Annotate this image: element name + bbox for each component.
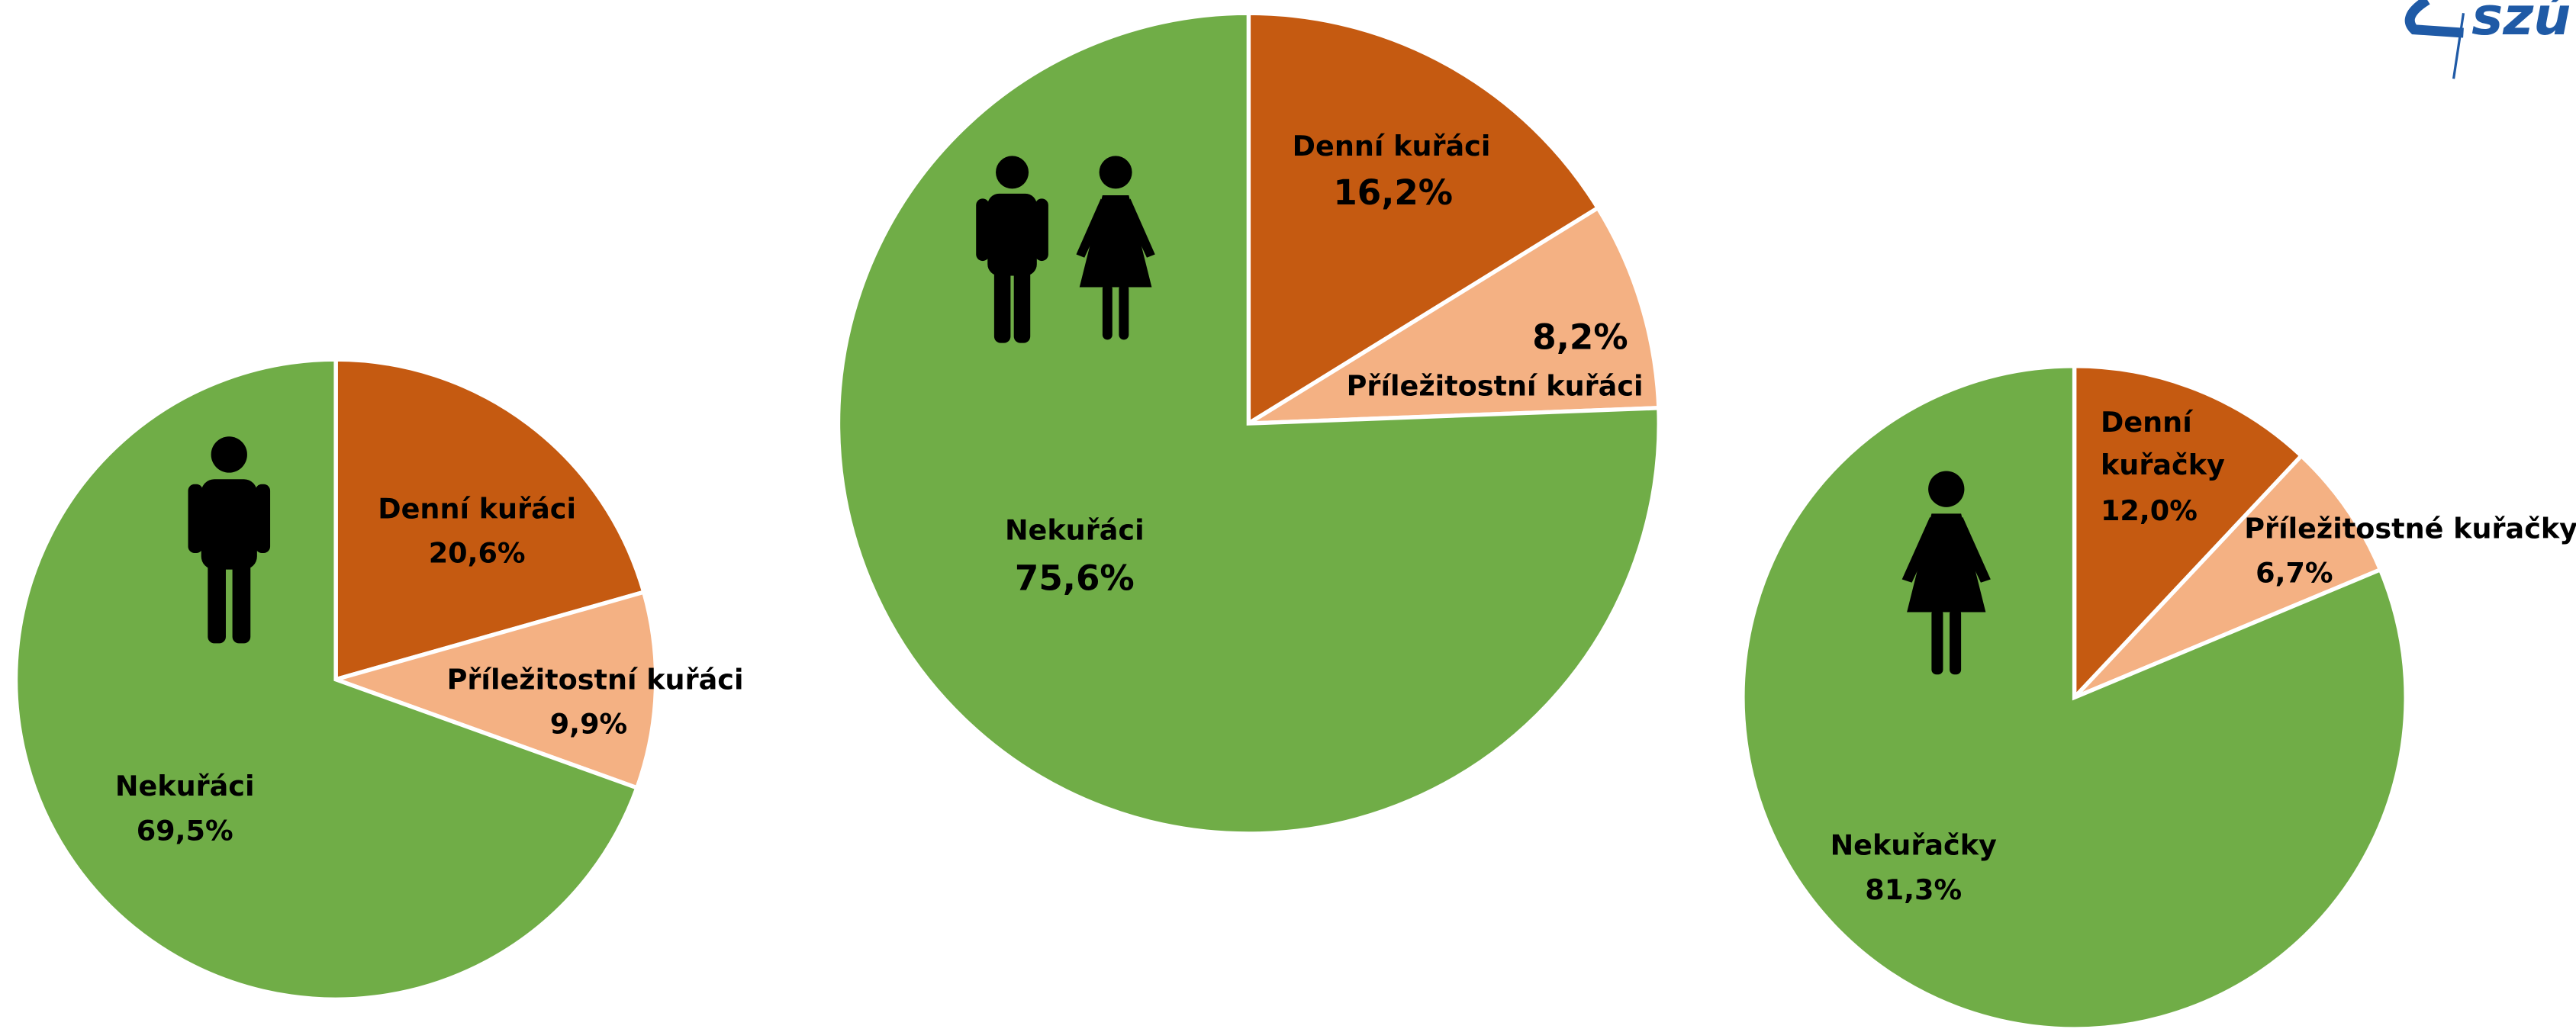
logo-line	[2452, 12, 2465, 79]
icons	[188, 156, 1991, 675]
slice-label: Denní kuřáci	[1293, 130, 1491, 162]
pie: Denní kuřáci 16,2% Příležitostní kuřáci 8,2…	[836, 11, 1661, 836]
slice-value-label: 20,6%	[429, 537, 526, 570]
slice-label: Nekuřáci	[1005, 514, 1145, 547]
slice-value-label: 12,0%	[2101, 494, 2198, 527]
slice-label: Příležitostní kuřáci	[447, 663, 744, 696]
man-icon	[976, 156, 1048, 343]
slice-label: Nekuřačky	[1831, 829, 1997, 862]
slice-value-label: 75,6%	[1015, 558, 1135, 599]
pies: Denní kuřáci 20,6% Příležitostní kuřáci 9,9…	[13, 11, 2576, 1029]
slice-value-label: 81,3%	[1865, 873, 1962, 906]
pie-slice	[1241, 204, 1661, 426]
pie-slice	[1740, 364, 2408, 1029]
man-icon	[188, 436, 271, 644]
pie: Denní kuřáci 20,6% Příležitostní kuřáci 9,9…	[13, 357, 744, 1002]
pie-slice	[2072, 452, 2384, 699]
slice-value-label: 9,9%	[550, 707, 627, 740]
slice-label: Denní kuřáci	[378, 493, 576, 526]
slice-value-label: 16,2%	[1333, 172, 1453, 213]
woman-icon	[1901, 471, 1991, 675]
slice-value-label: 8,2%	[1532, 317, 1628, 357]
logo-swoosh	[2404, 0, 2464, 38]
pie-slice	[329, 589, 658, 791]
slice-label: Denní kuřačky	[2101, 406, 2225, 481]
pie-slice	[1246, 11, 1601, 427]
pie-slice	[333, 357, 647, 683]
logo-text: szú	[2471, 0, 2571, 47]
woman-icon	[1076, 156, 1155, 340]
slice-label: Příležitostní kuřáci	[1347, 369, 1644, 402]
pie-slice	[2072, 364, 2304, 703]
logo: szú	[2404, 0, 2571, 79]
slice-label: Příležitostné kuřačky	[2244, 512, 2576, 545]
slice-value-label: 6,7%	[2256, 557, 2333, 590]
pie: Denní kuřačky 12,0% Příležitostné kuřačky 6,…	[1740, 364, 2576, 1029]
pie-slice	[13, 357, 640, 1002]
slice-value-label: 69,5%	[137, 814, 233, 847]
slice-label: Nekuřáci	[115, 770, 255, 802]
